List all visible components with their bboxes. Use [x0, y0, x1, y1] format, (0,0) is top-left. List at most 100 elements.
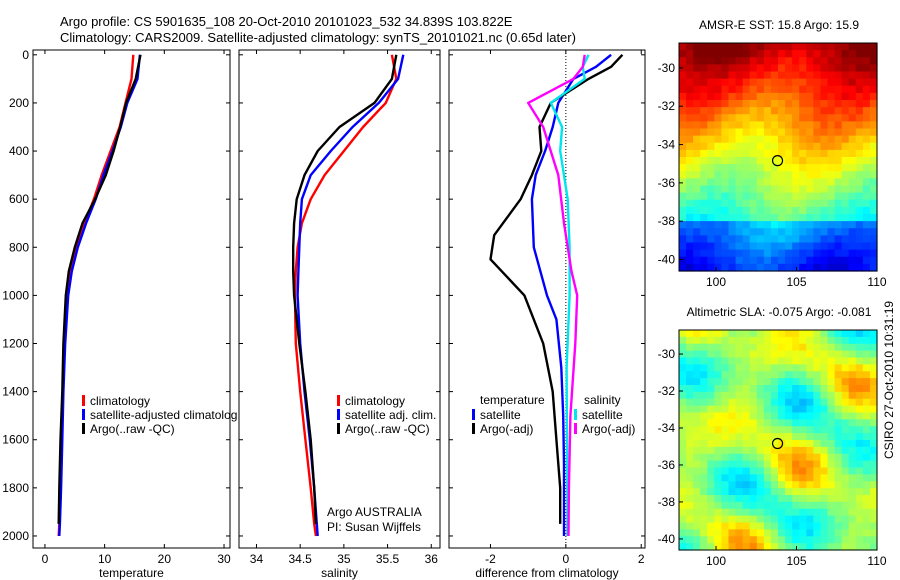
- map-cell: [756, 385, 765, 393]
- map-cell: [778, 460, 786, 469]
- map-cell: [763, 330, 772, 338]
- map-cell: [848, 378, 857, 386]
- map-cell: [735, 357, 744, 365]
- map-cell: [869, 50, 878, 58]
- map-cell: [728, 426, 737, 434]
- map-cell: [770, 235, 779, 244]
- map-cell: [728, 228, 737, 236]
- map-cell: [799, 221, 807, 229]
- map-cell: [862, 453, 871, 462]
- map-cell: [756, 460, 765, 469]
- y-tick-label: -30: [658, 61, 676, 75]
- map-cell: [735, 495, 744, 503]
- map-cell: [813, 371, 822, 379]
- map-cell: [869, 157, 878, 165]
- map-cell: [820, 515, 829, 524]
- map-cell: [834, 43, 843, 51]
- map-cell: [735, 64, 744, 73]
- map-cell: [841, 242, 850, 251]
- map-cell: [707, 371, 715, 379]
- map-cell: [841, 488, 850, 496]
- map-cell: [827, 343, 836, 352]
- map-cell: [679, 488, 687, 496]
- map-cell: [848, 100, 857, 108]
- map-cell: [686, 57, 694, 65]
- credit-label: CSIRO 27-Oct-2010 10:31:19: [882, 301, 896, 459]
- map-cell: [693, 128, 701, 137]
- map-cell: [742, 501, 751, 510]
- map-cell: [749, 350, 758, 359]
- map-cell: [679, 228, 687, 236]
- map-cell: [827, 467, 836, 475]
- map-cell: [756, 495, 765, 503]
- map-cell: [848, 228, 857, 236]
- map-cell: [742, 78, 751, 87]
- map-cell: [728, 536, 737, 544]
- map-cell: [693, 221, 701, 229]
- map-cell: [686, 121, 694, 130]
- map-cell: [686, 543, 694, 551]
- map-cell: [686, 336, 694, 345]
- map-cell: [792, 501, 800, 510]
- map-cell: [728, 467, 737, 475]
- map-cell: [841, 178, 850, 187]
- map-cell: [686, 228, 694, 236]
- map-cell: [693, 214, 701, 222]
- map-cell: [792, 378, 800, 386]
- map-cell: [855, 433, 864, 441]
- map-cell: [778, 543, 786, 551]
- map-cell: [841, 221, 850, 229]
- map-cell: [799, 543, 807, 551]
- map-cell: [728, 460, 737, 469]
- map-cell: [785, 378, 793, 386]
- map-cell: [834, 178, 843, 187]
- map-cell: [862, 92, 871, 101]
- map-cell: [827, 371, 836, 379]
- map-cell: [735, 228, 744, 236]
- map-cell: [679, 453, 687, 462]
- map-cell: [813, 263, 822, 272]
- map-cell: [763, 192, 772, 201]
- map-cell: [749, 440, 758, 448]
- map-cell: [820, 543, 829, 551]
- map-cell: [686, 114, 694, 122]
- map-cell: [686, 350, 694, 359]
- map-cell: [735, 263, 744, 272]
- map-cell: [827, 249, 836, 258]
- map-cell: [862, 171, 871, 179]
- map-cell: [770, 107, 779, 115]
- map-cell: [806, 185, 814, 194]
- map-cell: [862, 242, 871, 251]
- map-cell: [686, 446, 694, 455]
- map-cell: [693, 467, 701, 475]
- map-cell: [721, 214, 730, 222]
- map-cell: [728, 206, 737, 215]
- map-cell: [770, 263, 779, 272]
- map-cell: [855, 263, 864, 272]
- map-cell: [735, 192, 744, 201]
- map-cell: [785, 440, 793, 448]
- map-cell: [778, 43, 786, 51]
- map-cell: [770, 71, 779, 80]
- map-cell: [728, 371, 737, 379]
- map-cell: [756, 412, 765, 420]
- map-cell: [785, 364, 793, 372]
- map-cell: [834, 235, 843, 244]
- map-cell: [869, 242, 878, 251]
- map-cell: [714, 192, 723, 201]
- map-cell: [749, 228, 758, 236]
- map-cell: [834, 474, 843, 482]
- map-cell: [707, 185, 715, 194]
- map-cell: [728, 164, 737, 172]
- map-cell: [742, 192, 751, 201]
- map-cell: [735, 185, 744, 194]
- map-cell: [785, 157, 793, 165]
- map-cell: [848, 529, 857, 537]
- map-cell: [848, 495, 857, 503]
- map-cell: [749, 100, 758, 108]
- x-tick-label: 110: [867, 275, 886, 289]
- map-cell: [834, 330, 843, 338]
- y-tick-label: 1800: [2, 481, 29, 495]
- map-cell: [742, 543, 751, 551]
- map-cell: [869, 474, 878, 482]
